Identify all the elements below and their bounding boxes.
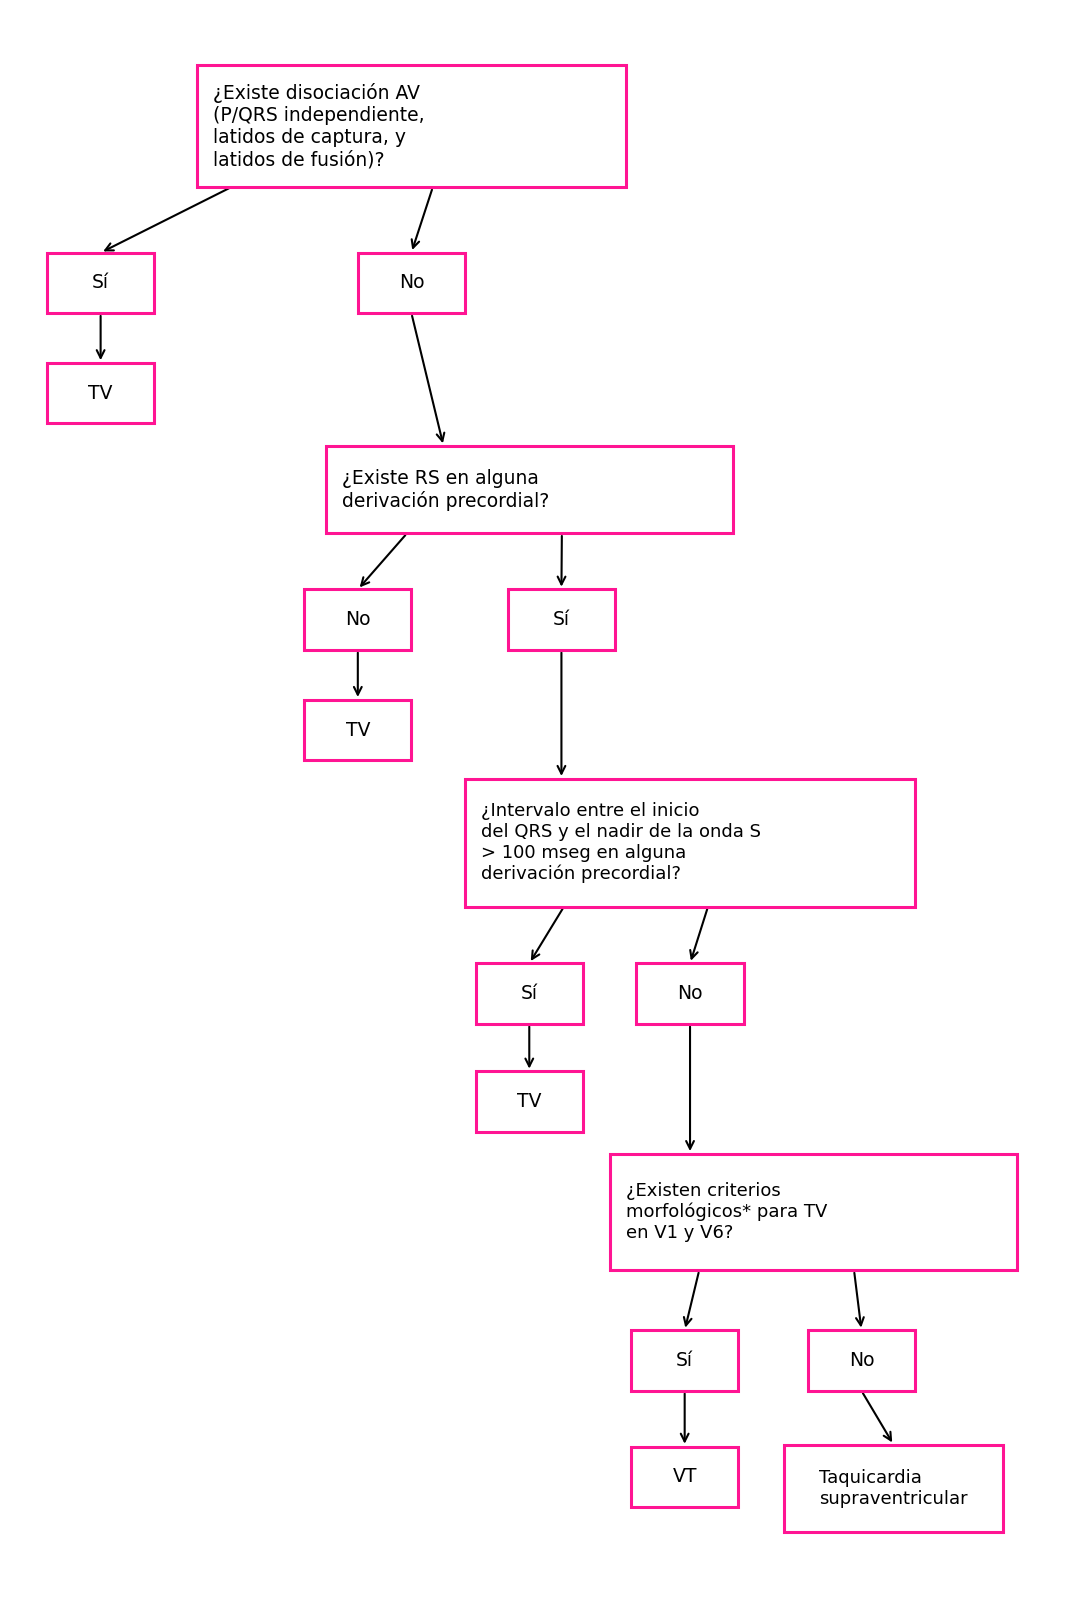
Text: Sí: Sí [553,611,570,630]
FancyBboxPatch shape [465,778,915,907]
FancyBboxPatch shape [636,963,744,1025]
Text: TV: TV [346,720,370,739]
FancyBboxPatch shape [808,1331,915,1390]
FancyBboxPatch shape [475,1071,583,1133]
FancyBboxPatch shape [357,253,465,313]
FancyBboxPatch shape [305,590,411,649]
Text: No: No [849,1352,874,1369]
Text: ¿Existe disociación AV
(P/QRS independiente,
latidos de captura, y
latidos de fu: ¿Existe disociación AV (P/QRS independie… [213,84,424,169]
FancyBboxPatch shape [197,64,625,187]
Text: TV: TV [517,1092,541,1112]
FancyBboxPatch shape [631,1331,739,1390]
Text: Sí: Sí [676,1352,693,1369]
Text: ¿Intervalo entre el inicio
del QRS y el nadir de la onda S
> 100 mseg en alguna
: ¿Intervalo entre el inicio del QRS y el … [481,802,761,883]
Text: ¿Existen criterios
morfológicos* para TV
en V1 y V6?: ¿Existen criterios morfológicos* para TV… [625,1182,827,1242]
FancyBboxPatch shape [305,699,411,760]
Text: VT: VT [673,1468,697,1487]
Text: ¿Existe RS en alguna
derivación precordial?: ¿Existe RS en alguna derivación precordi… [341,469,549,511]
FancyBboxPatch shape [609,1153,1017,1269]
FancyBboxPatch shape [784,1445,1003,1532]
Text: Taquicardia
supraventricular: Taquicardia supraventricular [820,1469,968,1508]
Text: TV: TV [89,383,113,403]
FancyBboxPatch shape [48,362,154,424]
FancyBboxPatch shape [508,590,615,649]
FancyBboxPatch shape [326,446,733,533]
FancyBboxPatch shape [631,1447,739,1506]
FancyBboxPatch shape [475,963,583,1025]
Text: Sí: Sí [92,274,109,292]
Text: No: No [677,984,703,1004]
FancyBboxPatch shape [48,253,154,313]
Text: No: No [399,274,424,292]
Text: Sí: Sí [521,984,538,1004]
Text: No: No [346,611,370,630]
